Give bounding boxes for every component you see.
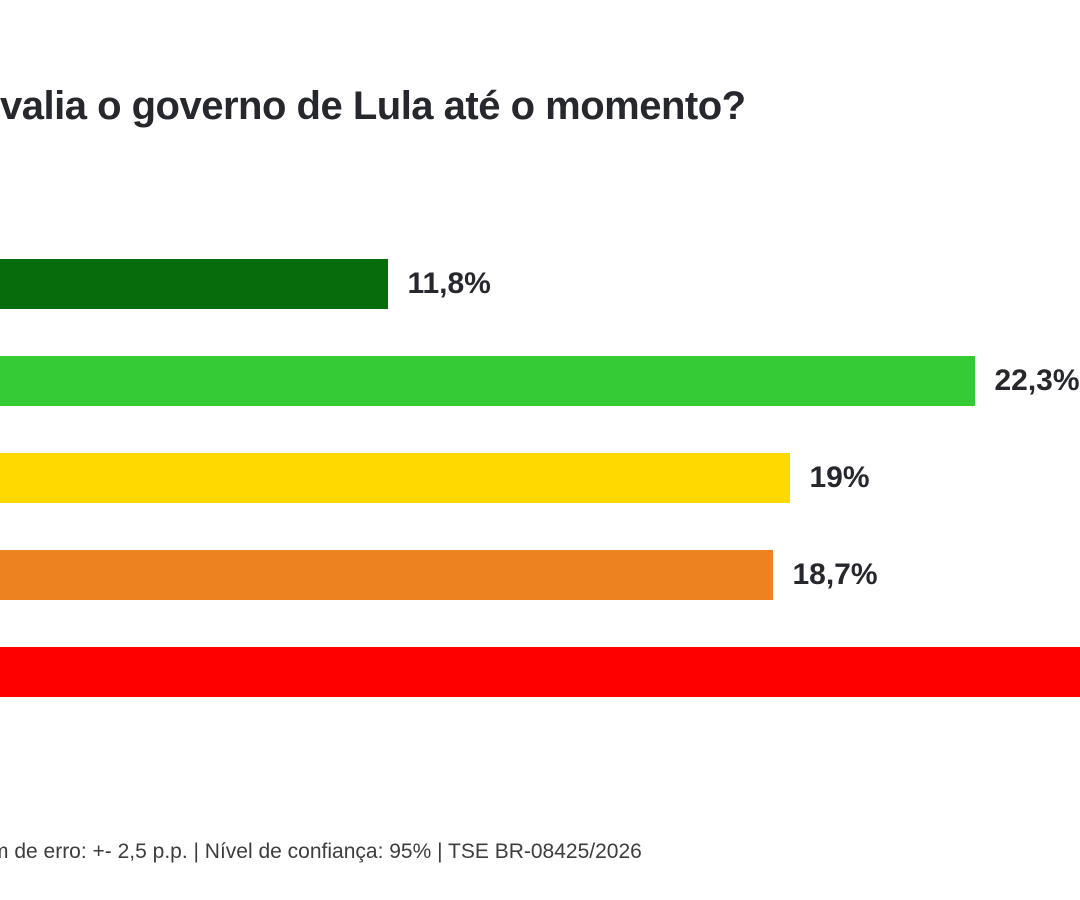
bar-value-label: 18,7% [792,558,878,591]
bar [0,356,975,406]
bar [0,647,1080,697]
bar [0,453,790,503]
bar-row: 18,7% [0,550,1080,600]
bar-row: 22,3% [0,356,1080,406]
bar-value-label: 11,8% [407,267,491,300]
bar-chart: 11,8% 22,3% 19% 18,7% [0,259,1080,744]
bar-row: 19% [0,453,1080,503]
bar [0,259,388,309]
bar-value-label: 22,3% [994,364,1080,397]
footnote: m de erro: +- 2,5 p.p. | Nível de confia… [0,840,642,863]
page-title: valia o governo de Lula até o momento? [0,84,746,128]
bar-value-label: 19% [809,461,870,494]
bar-row: 11,8% [0,259,1080,309]
bar-row [0,647,1080,697]
bar [0,550,773,600]
